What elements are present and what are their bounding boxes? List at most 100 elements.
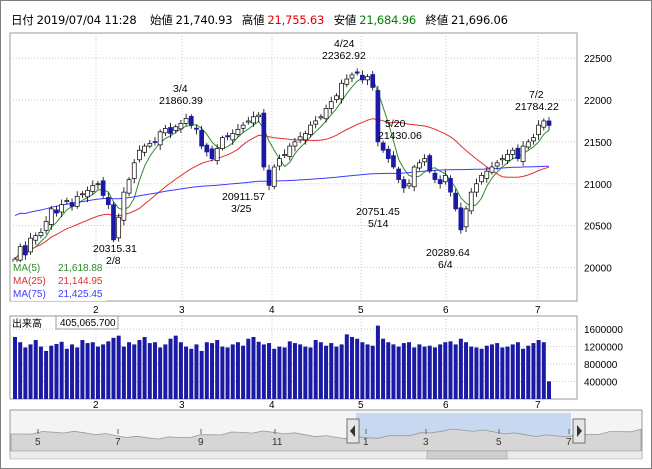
- candle-body: [147, 143, 153, 147]
- candle-body: [313, 120, 319, 125]
- candle-body: [354, 71, 360, 74]
- candle-body: [505, 154, 510, 161]
- volume-bar: [432, 347, 437, 399]
- volume-bar: [334, 346, 339, 399]
- volume-bar: [443, 342, 448, 399]
- navigator-scrollbar-track[interactable]: [9, 450, 643, 460]
- volume-bar: [204, 342, 209, 399]
- volume-bar: [44, 350, 49, 399]
- candle-body: [204, 144, 210, 153]
- candle-body: [541, 120, 547, 128]
- candle-body: [474, 183, 479, 193]
- candle-body: [23, 245, 28, 256]
- candle-body: [458, 207, 464, 231]
- navigator-scrollbar-thumb[interactable]: [426, 450, 508, 460]
- volume-bar: [189, 348, 194, 399]
- volume-bar: [54, 343, 59, 399]
- navigator-right-handle[interactable]: [572, 418, 586, 444]
- volume-bar: [453, 344, 458, 399]
- candle-body: [17, 246, 23, 261]
- candle-body: [349, 74, 355, 79]
- annotation-6-value: 20289.64: [426, 247, 470, 259]
- volume-bar: [33, 340, 38, 399]
- navigator-price-area: [10, 428, 642, 452]
- volume-bar: [536, 340, 541, 399]
- volume-bar: [85, 343, 90, 399]
- candle-body: [520, 145, 526, 162]
- legend-ma75-name: MA(75): [13, 289, 46, 300]
- candle-body: [308, 124, 313, 135]
- candle-body: [100, 180, 106, 196]
- candle-body: [385, 148, 391, 159]
- price-tick-label: 21500: [584, 138, 612, 149]
- candle-body: [162, 128, 168, 134]
- volume-bar: [70, 344, 75, 399]
- volume-bar: [287, 341, 292, 399]
- candle-body: [116, 216, 122, 239]
- volume-bar: [489, 344, 494, 399]
- volume-bar: [355, 338, 360, 399]
- volume-bar: [241, 345, 246, 399]
- month-tick-label: 3: [179, 305, 185, 316]
- volume-bar: [106, 341, 111, 399]
- volume-bar: [18, 342, 23, 399]
- candle-body: [292, 141, 298, 147]
- volume-bar: [375, 325, 380, 399]
- navigator-tick-label: 5: [35, 437, 41, 448]
- volume-bar: [541, 342, 546, 399]
- candle-body: [432, 172, 438, 180]
- volume-bar: [230, 344, 235, 399]
- volume-title-value: 405,065.700: [60, 318, 116, 329]
- volume-bar: [365, 344, 370, 399]
- volume-bar: [256, 341, 261, 399]
- candle-body: [479, 175, 484, 183]
- volume-bar: [80, 340, 85, 399]
- candle-body: [417, 162, 422, 169]
- volume-bar: [116, 335, 121, 399]
- candle-body: [95, 183, 101, 186]
- volume-bar: [458, 338, 463, 399]
- navigator-left-handle[interactable]: [346, 418, 360, 444]
- close-label: 終値: [425, 13, 449, 27]
- volume-month-tick-label: 5: [358, 400, 364, 411]
- annotation-3-date: 4/24: [334, 38, 355, 50]
- low-label: 安値: [333, 13, 357, 27]
- volume-y-axis: 1600000 1200000 800000 400000: [584, 325, 623, 388]
- legend-ma5-value: 21,618.88: [58, 263, 103, 274]
- candle-body: [339, 82, 344, 100]
- volume-month-tick-label: 6: [443, 400, 449, 411]
- volume-bar: [438, 344, 443, 399]
- volume-bar: [500, 347, 505, 399]
- volume-tick-label: 1600000: [584, 325, 623, 336]
- candle-body: [282, 154, 287, 156]
- volume-bar: [111, 337, 116, 399]
- volume-bar: [267, 343, 272, 399]
- volume-bar: [339, 344, 344, 399]
- volume-bar: [225, 347, 230, 399]
- ma5-line: [14, 76, 550, 260]
- candle-body: [380, 142, 386, 151]
- month-tick-label: 4: [269, 305, 275, 316]
- volume-bar: [469, 346, 474, 399]
- annotation-4-date: 5/20: [385, 118, 406, 130]
- volume-tick-label: 800000: [584, 360, 618, 371]
- navigator-tick-label: 1: [363, 437, 369, 448]
- candle-body: [64, 200, 70, 203]
- ma25-line: [14, 118, 550, 260]
- volume-tick-label: 400000: [584, 378, 618, 389]
- candle-body: [225, 135, 230, 138]
- volume-bar: [526, 345, 531, 399]
- volume-bar: [121, 346, 126, 399]
- volume-bar: [64, 348, 69, 399]
- volume-bar: [479, 348, 484, 399]
- price-tick-label: 21000: [584, 180, 612, 191]
- volume-bar: [246, 338, 251, 399]
- annotation-5-value: 20751.45: [356, 206, 400, 218]
- candle-body: [188, 116, 194, 126]
- candle-body: [111, 204, 116, 241]
- candle-body: [328, 101, 334, 109]
- navigator-tick-label: 5: [496, 437, 502, 448]
- volume-bar: [199, 350, 204, 399]
